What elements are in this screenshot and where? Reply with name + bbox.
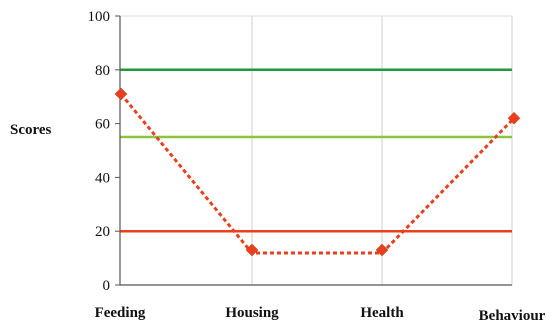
y-tick-label: 40 — [95, 170, 110, 186]
grid-layer — [120, 16, 512, 285]
reference-lines — [120, 70, 512, 231]
x-category-label: Housing — [225, 305, 279, 321]
x-category-label: Feeding — [95, 305, 146, 321]
y-tick-label: 0 — [103, 278, 111, 294]
y-tick-label: 100 — [88, 9, 111, 25]
labels: 0 20 40 60 80 100 Feeding Housing Health Behaviou… — [88, 9, 546, 324]
x-category-label: Behaviour — [479, 308, 546, 324]
series-line — [121, 94, 514, 253]
y-tick-label: 20 — [95, 224, 110, 240]
y-axis-title: Scores — [10, 122, 52, 138]
y-tick-label: 60 — [95, 117, 110, 133]
axes — [115, 16, 512, 285]
data-point-marker — [115, 88, 127, 100]
y-tick-label: 80 — [95, 63, 110, 79]
x-category-label: Health — [360, 305, 404, 321]
